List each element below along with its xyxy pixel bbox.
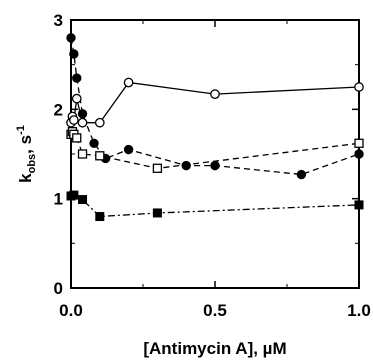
- x-tick-label: 0.5: [203, 301, 227, 320]
- series-line-filled-circle: [70, 37, 360, 176]
- data-point-open-circle: [123, 77, 134, 88]
- data-point-open-square: [152, 163, 163, 173]
- y-axis-title: kobs, s-1: [15, 125, 38, 183]
- series-line-filled-square: [70, 194, 360, 218]
- data-point-open-square: [354, 138, 364, 148]
- data-point-open-circle: [77, 117, 88, 128]
- y-axis-title-main: k: [16, 173, 35, 183]
- x-tick-label: 0.0: [59, 301, 83, 320]
- data-point-filled-circle: [210, 160, 220, 171]
- data-point-filled-circle: [69, 49, 79, 59]
- y-tick-label: 0: [54, 279, 63, 298]
- plot-frame: [70, 19, 360, 289]
- data-point-open-circle: [210, 89, 220, 99]
- data-point-open-circle: [69, 115, 79, 125]
- data-point-open-circle: [354, 82, 364, 92]
- data-point-filled-square: [78, 195, 88, 205]
- series-layer: [66, 33, 364, 222]
- x-axis: 0.0 0.5 1.0: [59, 20, 371, 320]
- y-tick-label: 1: [54, 190, 63, 209]
- y-tick-label: 3: [54, 11, 63, 30]
- data-point-open-square: [72, 133, 82, 143]
- y-axis-title-sub: obs: [26, 154, 38, 174]
- data-point-filled-square: [152, 208, 162, 218]
- data-point-filled-circle: [77, 109, 88, 119]
- data-point-filled-circle: [296, 169, 307, 180]
- data-point-open-circle: [94, 117, 105, 128]
- y-axis-title-unit: , s: [16, 135, 35, 154]
- data-point-filled-square: [354, 200, 364, 210]
- data-point-filled-circle: [66, 33, 76, 43]
- series-line-open-circle: [70, 81, 360, 124]
- data-point-filled-circle: [72, 73, 82, 83]
- x-tick-label: 1.0: [347, 301, 371, 320]
- y-tick-label: 2: [54, 100, 63, 119]
- x-axis-title: [Antimycin A], µM: [143, 339, 286, 358]
- data-point-filled-circle: [89, 138, 99, 148]
- data-point-filled-circle: [181, 160, 191, 171]
- data-point-filled-square: [95, 212, 105, 222]
- data-point-filled-circle: [354, 149, 364, 159]
- data-point-filled-circle: [123, 144, 134, 155]
- data-point-open-square: [77, 149, 88, 159]
- data-point-filled-square: [69, 190, 79, 200]
- y-axis-title-sup: -1: [15, 125, 27, 135]
- data-point-open-circle: [71, 93, 82, 104]
- data-point-open-square: [95, 151, 105, 161]
